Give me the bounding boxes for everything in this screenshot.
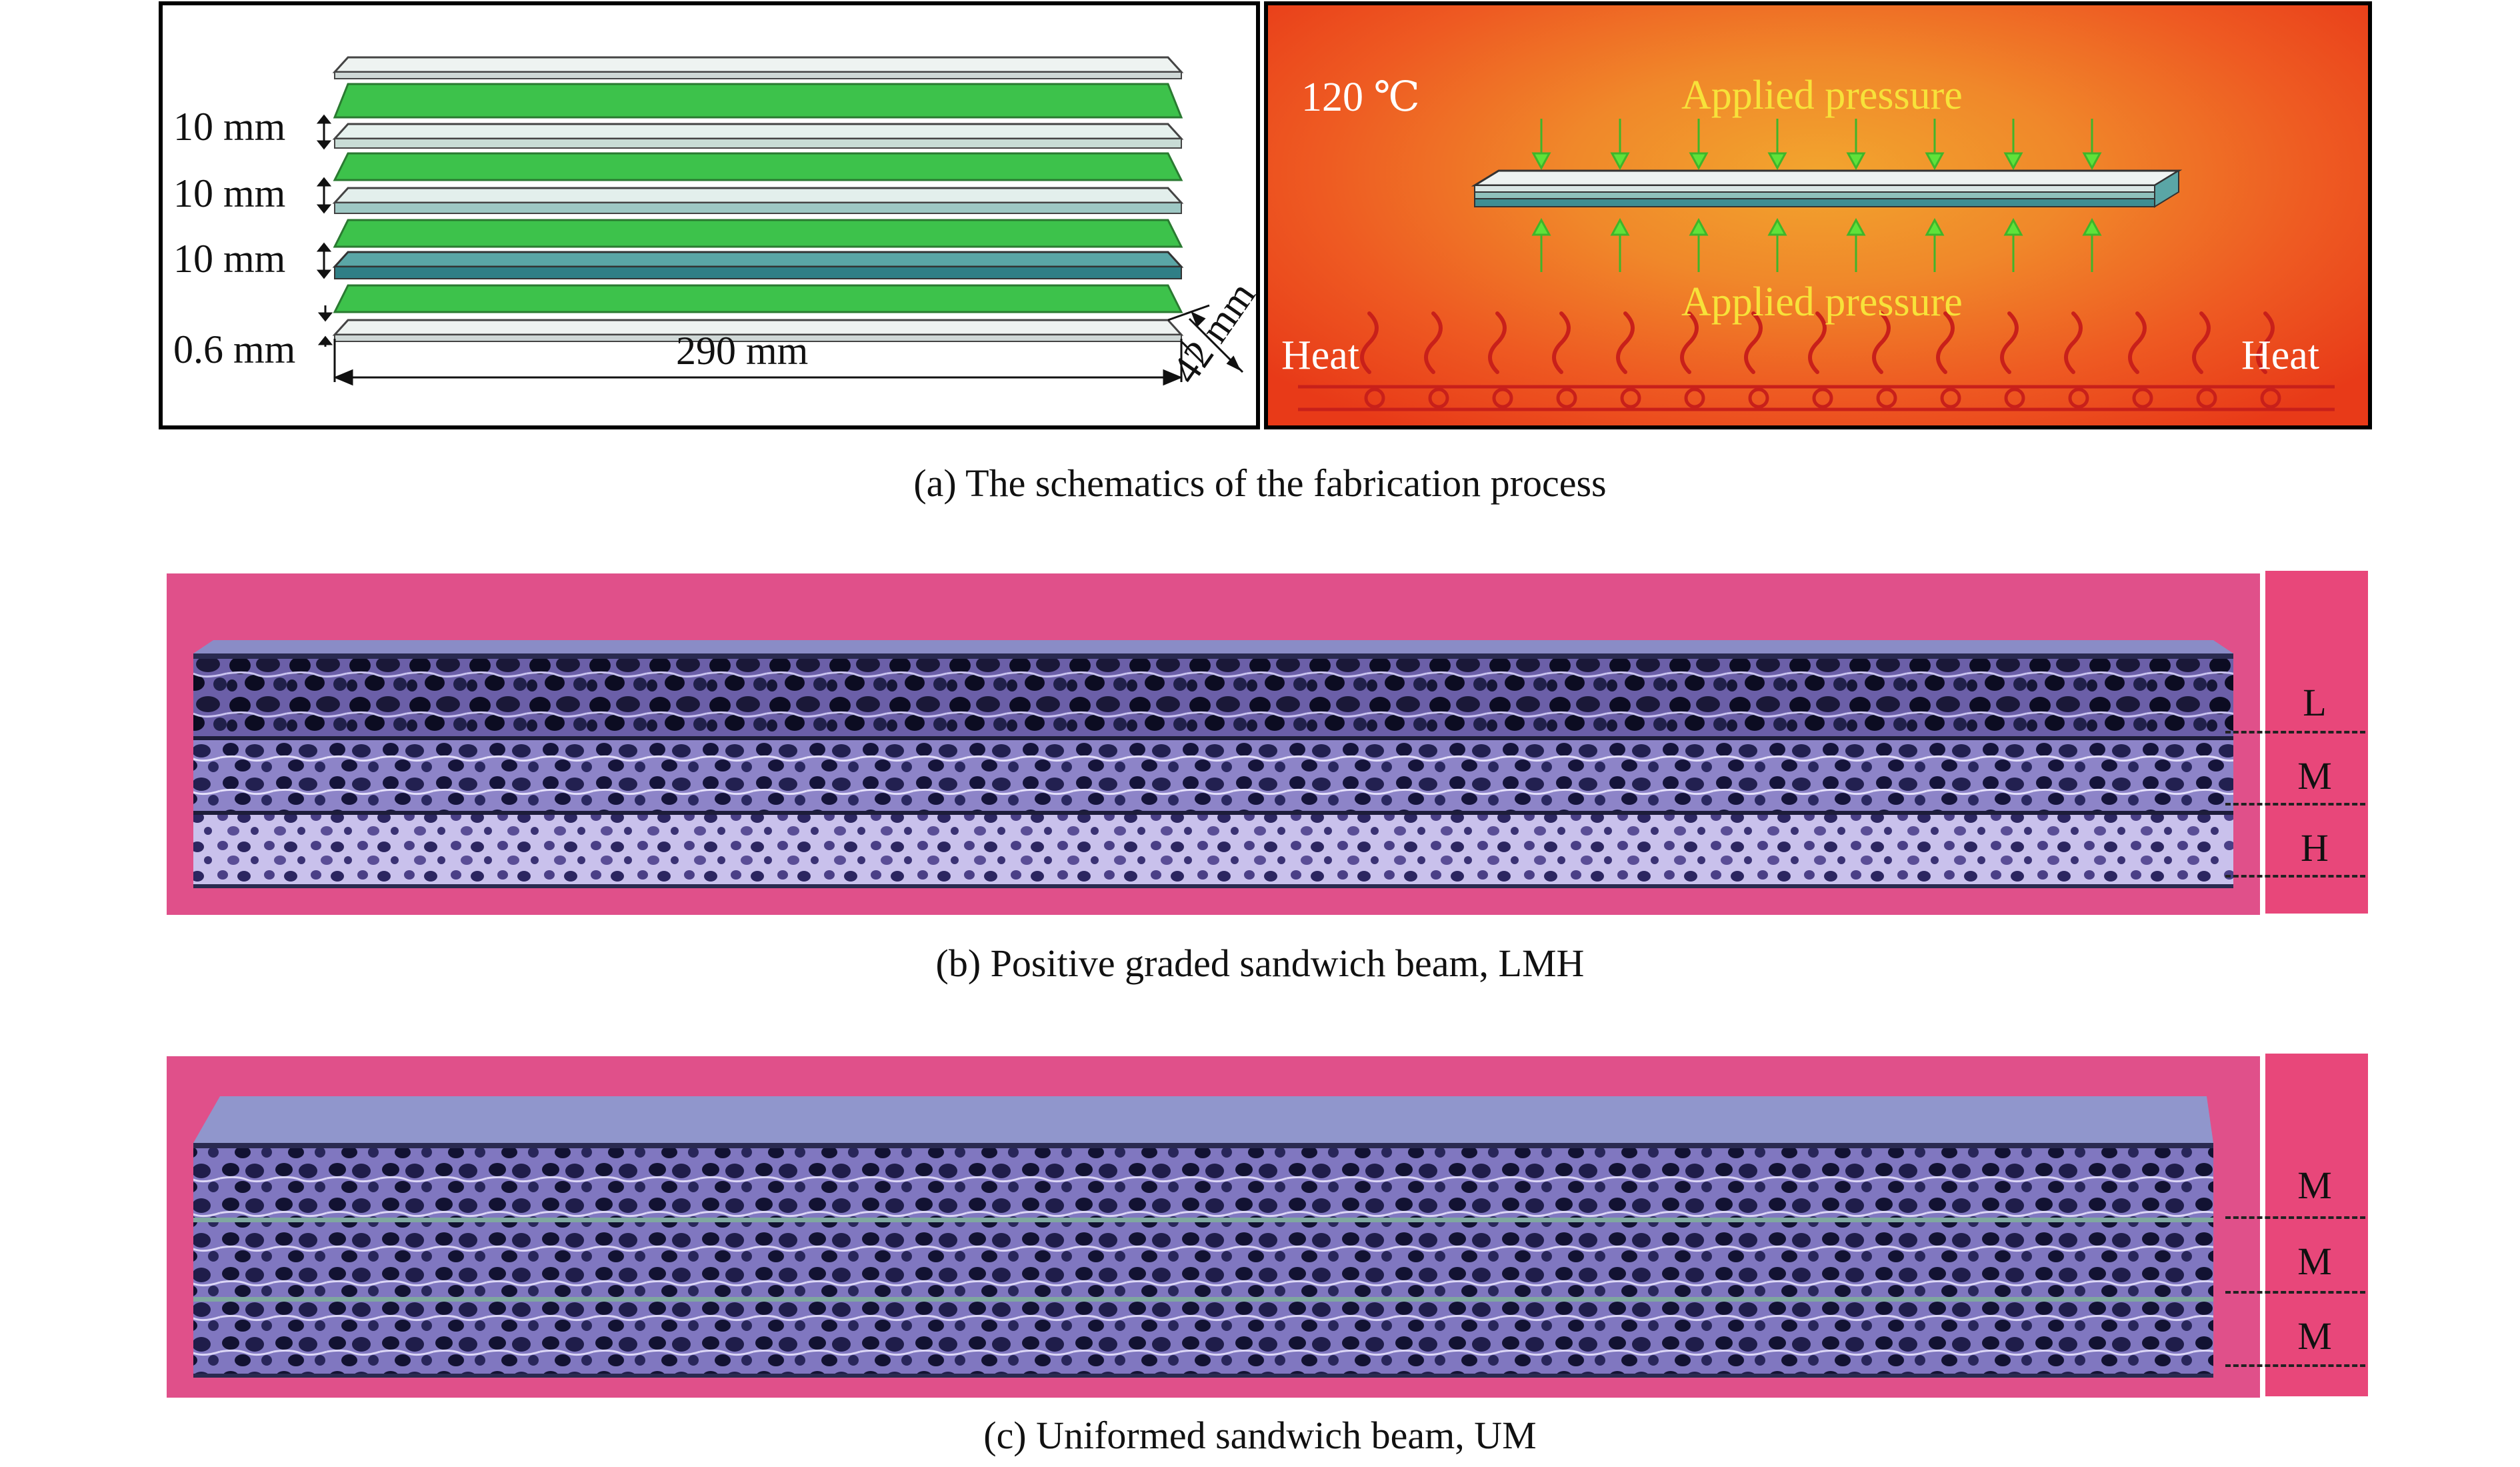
lmh-dash-1 bbox=[2225, 731, 2365, 734]
um-label-strip bbox=[2265, 1054, 2368, 1396]
lmh-dash-2 bbox=[2225, 803, 2365, 806]
applied-pressure-bottom-label: Applied pressure bbox=[1681, 279, 1963, 325]
pressed-beam bbox=[1471, 169, 2183, 208]
lmh-dash-3 bbox=[2225, 875, 2365, 878]
heating-element bbox=[1298, 385, 2335, 411]
lmh-label-l: L bbox=[2303, 681, 2327, 724]
length-dimension-arrow bbox=[333, 369, 1183, 386]
caption-a: (a) The schematics of the fabrication pr… bbox=[913, 461, 1607, 505]
adhesive-film-1 bbox=[333, 83, 1183, 119]
face-thickness-label: 0.6 mm bbox=[173, 327, 296, 371]
foam-core-2-edge bbox=[334, 202, 1182, 214]
layup-drawing bbox=[316, 56, 1244, 386]
caption-c: (c) Uniformed sandwich beam, UM bbox=[983, 1414, 1537, 1457]
um-label-2: M bbox=[2297, 1240, 2332, 1283]
length-label: 290 mm bbox=[676, 329, 809, 373]
core-gap-label-3: 10 mm bbox=[173, 237, 286, 281]
heat-left-label: Heat bbox=[1281, 333, 1360, 378]
lmh-label-strip bbox=[2265, 571, 2368, 914]
adhesive-film-4 bbox=[333, 284, 1183, 313]
pressure-arrows-top bbox=[1531, 119, 2102, 171]
um-beam-image bbox=[167, 1056, 2260, 1398]
top-face-sheet bbox=[332, 56, 1184, 73]
top-face-sheet-edge bbox=[334, 71, 1182, 79]
hot-press-panel: 120 ℃ Applied pressure Applied pressure … bbox=[1264, 1, 2372, 429]
lmh-layer-m bbox=[193, 740, 2233, 811]
temperature-label: 120 ℃ bbox=[1301, 75, 1420, 120]
foam-core-2 bbox=[332, 187, 1184, 204]
stacked-plates bbox=[332, 56, 1184, 342]
heat-right-label: Heat bbox=[2241, 333, 2320, 378]
width-dimension-arrow bbox=[1167, 304, 1244, 373]
um-layer-1 bbox=[193, 1148, 2213, 1218]
lmh-label-m: M bbox=[2297, 754, 2332, 798]
lmh-top-face bbox=[193, 640, 2233, 653]
um-layer-2 bbox=[193, 1222, 2213, 1297]
um-label-1: M bbox=[2297, 1164, 2332, 1207]
foam-core-1 bbox=[332, 123, 1184, 140]
layup-schematic-panel: 10 mm 10 mm 10 mm 0.6 mm 290 mm 42 mm bbox=[159, 1, 1263, 429]
caption-b: (b) Positive graded sandwich beam, LMH bbox=[935, 942, 1585, 985]
hot-press-drawing bbox=[1298, 119, 2335, 411]
heat-waves bbox=[1360, 311, 2275, 374]
lmh-layer-l bbox=[193, 659, 2233, 736]
um-label-3: M bbox=[2297, 1314, 2332, 1358]
core-gap-label-2: 10 mm bbox=[173, 171, 286, 215]
um-dash-2 bbox=[2225, 1291, 2365, 1294]
foam-core-3-edge bbox=[334, 266, 1182, 279]
core-gap-label-1: 10 mm bbox=[173, 105, 286, 149]
pressure-arrows-bottom bbox=[1531, 217, 2102, 272]
lmh-beam-image bbox=[167, 573, 2260, 915]
um-dash-1 bbox=[2225, 1216, 2365, 1219]
photo-lmh-beam bbox=[167, 573, 2260, 915]
um-layer-3 bbox=[193, 1302, 2213, 1374]
lmh-layer-h bbox=[193, 815, 2233, 884]
adhesive-film-2 bbox=[333, 152, 1183, 181]
adhesive-film-3 bbox=[333, 219, 1183, 248]
photo-um-beam bbox=[167, 1056, 2260, 1398]
foam-core-1-edge bbox=[334, 138, 1182, 149]
foam-core-3 bbox=[332, 251, 1184, 268]
thickness-arrows bbox=[316, 114, 1183, 382]
um-dash-3 bbox=[2225, 1364, 2365, 1367]
um-top-face bbox=[193, 1096, 2213, 1143]
applied-pressure-top-label: Applied pressure bbox=[1681, 73, 1963, 118]
lmh-label-h: H bbox=[2301, 826, 2329, 870]
